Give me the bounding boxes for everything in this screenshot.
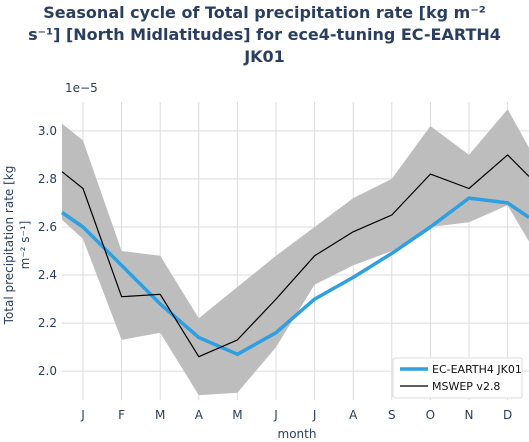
legend-label-model: EC-EARTH4 JK01 [432, 363, 522, 376]
y-tick-label: 2.6 [38, 220, 57, 234]
x-tick-label: O [426, 408, 435, 422]
y-scale-label: 1e−5 [65, 81, 98, 95]
observation-range-band [62, 109, 529, 396]
x-tick-label: F [118, 408, 125, 422]
axis-layer: 2.0 2.2 2.4 2.6 2.8 3.0 J F M A M J J A S O N D [38, 124, 512, 422]
chart-title: Seasonal cycle of Total precipitation ra… [0, 2, 529, 68]
y-tick-label: 2.8 [38, 172, 57, 186]
y-tick-label: 2.0 [38, 364, 57, 378]
y-tick-label: 2.4 [38, 268, 57, 282]
band-layer [62, 109, 529, 396]
chart-title-line-3: JK01 [244, 47, 285, 66]
obs-series-line [61, 154, 529, 358]
x-tick-label: A [349, 408, 358, 422]
x-tick-label: A [195, 408, 204, 422]
x-tick-label: J [312, 408, 317, 422]
x-tick-label: J [80, 408, 85, 422]
y-axis-label-line-1: Total precipitation rate [kg [2, 166, 16, 326]
x-tick-label: D [503, 408, 512, 422]
model-series-line [61, 196, 529, 357]
x-tick-label: M [155, 408, 165, 422]
chart-title-line-2: s⁻¹] [North Midlatitudes] for ece4-tunin… [28, 25, 501, 44]
y-axis-label-line-2: m⁻² s⁻¹] [18, 221, 32, 270]
x-tick-label: N [465, 408, 474, 422]
x-tick-label: S [388, 408, 396, 422]
y-tick-label: 2.2 [38, 316, 57, 330]
legend-label-obs: MSWEP v2.8 [432, 380, 500, 393]
x-tick-label: M [232, 408, 242, 422]
chart-title-line-1: Seasonal cycle of Total precipitation ra… [43, 3, 486, 22]
y-tick-label: 3.0 [38, 124, 57, 138]
x-tick-label: J [273, 408, 278, 422]
legend: EC-EARTH4 JK01 MSWEP v2.8 [392, 357, 523, 399]
line-layer [61, 154, 529, 358]
x-axis-label: month [278, 427, 317, 441]
